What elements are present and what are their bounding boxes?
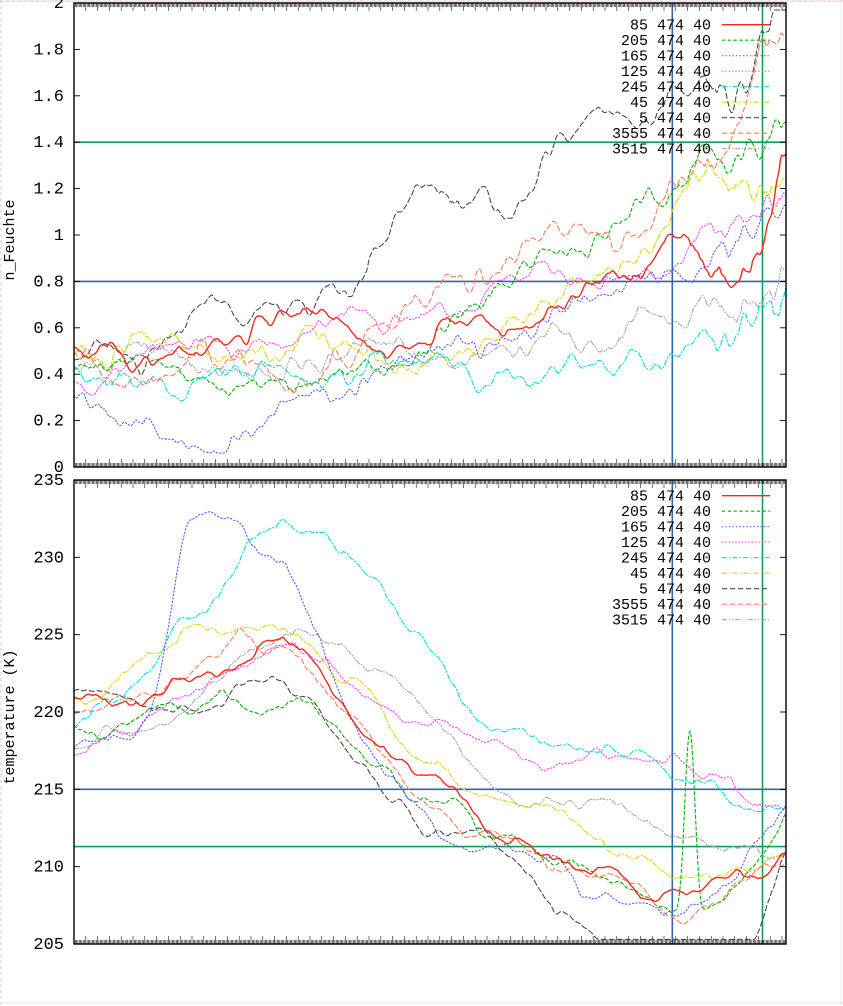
svg-text:45 474 40: 45 474 40 [630,95,711,112]
svg-text:230: 230 [33,549,64,568]
svg-text:0.4: 0.4 [33,366,64,385]
svg-text:210: 210 [33,859,64,878]
svg-text:1.2: 1.2 [33,181,64,200]
svg-text:5 474 40: 5 474 40 [639,111,711,128]
svg-text:1.4: 1.4 [33,134,64,153]
svg-text:3515 474 40: 3515 474 40 [612,613,711,630]
svg-text:205 474 40: 205 474 40 [621,33,711,50]
svg-text:215: 215 [33,781,64,800]
svg-text:205 474 40: 205 474 40 [621,504,711,521]
svg-text:220: 220 [33,704,64,723]
svg-text:n_Feuchte: n_Feuchte [2,199,19,280]
svg-text:125 474 40: 125 474 40 [621,64,711,81]
svg-text:245 474 40: 245 474 40 [621,551,711,568]
svg-text:2: 2 [54,0,64,14]
svg-text:85 474 40: 85 474 40 [630,489,711,506]
svg-text:1: 1 [54,227,64,246]
svg-text:0.6: 0.6 [33,320,64,339]
svg-text:45 474 40: 45 474 40 [630,566,711,583]
svg-text:temperature (K): temperature (K) [2,649,19,784]
svg-text:3555 474 40: 3555 474 40 [612,597,711,614]
svg-text:3555 474 40: 3555 474 40 [612,126,711,143]
svg-text:165 474 40: 165 474 40 [621,49,711,66]
svg-text:3515 474 40: 3515 474 40 [612,142,711,159]
svg-text:245 474 40: 245 474 40 [621,80,711,97]
svg-text:235: 235 [33,472,64,491]
svg-text:205: 205 [33,936,64,955]
svg-text:0.8: 0.8 [33,273,64,292]
svg-text:5 474 40: 5 474 40 [639,582,711,599]
svg-text:225: 225 [33,627,64,646]
svg-text:85 474 40: 85 474 40 [630,18,711,35]
svg-text:1.8: 1.8 [33,41,64,60]
svg-text:0.2: 0.2 [33,413,64,432]
svg-text:165 474 40: 165 474 40 [621,520,711,537]
svg-text:125 474 40: 125 474 40 [621,535,711,552]
svg-text:1.6: 1.6 [33,88,64,107]
